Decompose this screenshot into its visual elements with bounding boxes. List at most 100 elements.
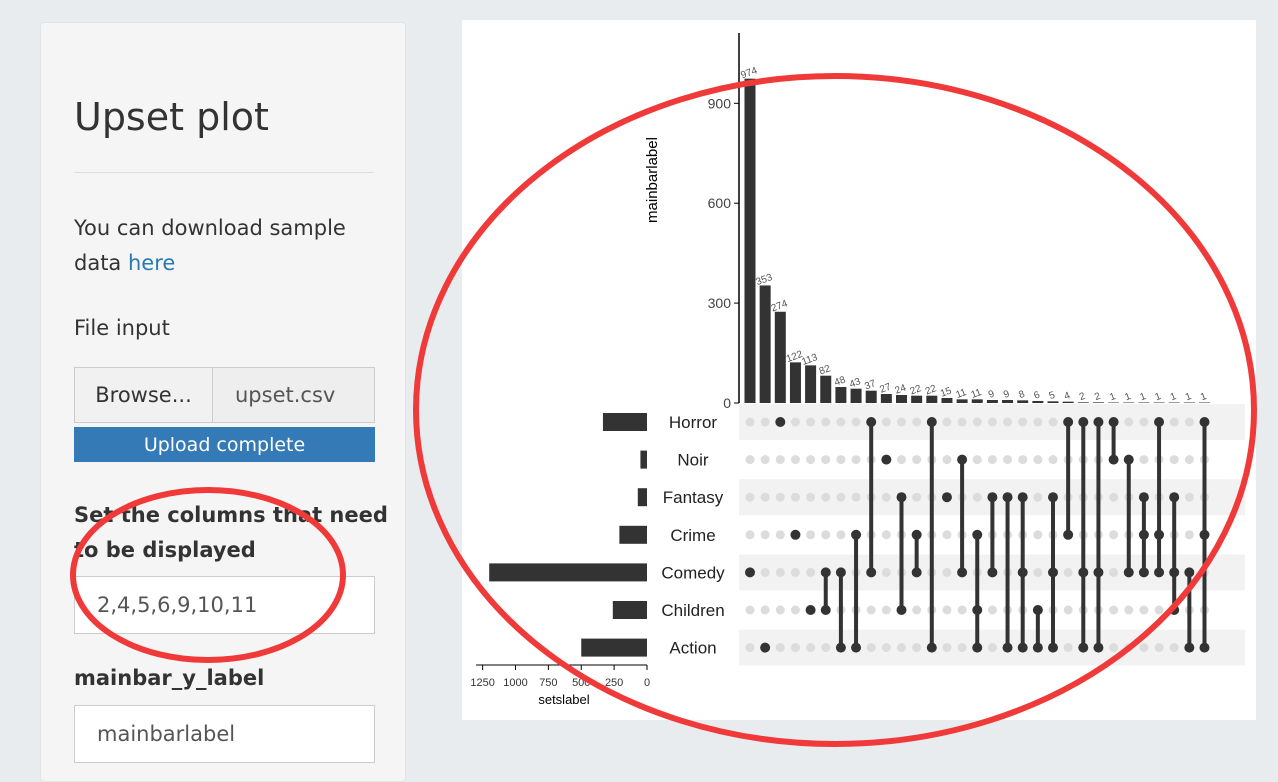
- matrix-dot-filled: [896, 605, 907, 615]
- matrix-dot-empty: [1169, 643, 1179, 653]
- matrix-dot-empty: [1139, 417, 1149, 427]
- intersection-bar-label: 11: [954, 387, 968, 401]
- matrix-dot-empty: [775, 455, 785, 465]
- matrix-dot-filled: [1078, 417, 1089, 427]
- mainbar-y-input[interactable]: mainbarlabel: [74, 705, 375, 763]
- matrix-dot-empty: [790, 417, 800, 427]
- set-name-label: Noir: [677, 451, 709, 470]
- matrix-dot-filled: [911, 567, 922, 578]
- sidebar-panel: Upset plot You can download sample data …: [40, 22, 406, 782]
- intersection-bar-label: 6: [1033, 389, 1042, 401]
- matrix-dot-empty: [897, 455, 906, 465]
- matrix-dot-empty: [745, 530, 755, 540]
- set-size-bar: [602, 413, 647, 431]
- matrix-dot-filled: [790, 529, 801, 540]
- matrix-dot-filled: [1063, 529, 1074, 540]
- intersection-bar-label: 1: [1108, 391, 1117, 403]
- matrix-dot-empty: [987, 417, 997, 427]
- matrix-dot-empty: [1033, 492, 1043, 502]
- matrix-dot-filled: [1154, 567, 1165, 578]
- set-name-label: Comedy: [661, 563, 725, 582]
- matrix-dot-empty: [745, 643, 755, 653]
- matrix-dot-filled: [1002, 642, 1013, 653]
- matrix-dot-empty: [821, 455, 831, 465]
- columns-input[interactable]: 2,4,5,6,9,10,11: [74, 576, 375, 634]
- matrix-dot-empty: [866, 605, 876, 615]
- matrix-dot-empty: [881, 492, 891, 502]
- matrix-dot-empty: [775, 567, 785, 577]
- matrix-dot-empty: [942, 567, 952, 577]
- matrix-dot-empty: [1169, 455, 1179, 465]
- browse-button[interactable]: Browse...: [74, 367, 213, 423]
- matrix-dot-empty: [1109, 643, 1119, 653]
- file-name-field: upset.csv: [212, 367, 375, 423]
- matrix-dot-filled: [1169, 605, 1180, 615]
- matrix-dot-empty: [1139, 605, 1149, 615]
- matrix-dot-empty: [1184, 455, 1194, 465]
- matrix-dot-empty: [1109, 492, 1119, 502]
- set-name-label: Action: [669, 639, 716, 658]
- matrix-dot-filled: [1093, 417, 1104, 427]
- intersection-bar-label: 1: [1199, 391, 1208, 403]
- intersection-bar: [789, 362, 801, 403]
- matrix-dot-empty: [972, 492, 982, 502]
- set-size-bar: [612, 601, 647, 619]
- download-text-line1: You can download sample: [74, 216, 346, 240]
- set-size-tick-label: 750: [539, 677, 557, 689]
- matrix-dot-filled: [1184, 642, 1195, 653]
- intersection-bar: [774, 311, 786, 403]
- upset-chart-svg: 0300600900mainbarlabel974353274122113824…: [470, 33, 1245, 707]
- matrix-dot-empty: [1139, 643, 1149, 653]
- set-size-axis-label: setslabel: [538, 692, 589, 707]
- matrix-dot-empty: [806, 567, 816, 577]
- intersection-bar-label: 1: [1123, 391, 1132, 403]
- matrix-dot-empty: [881, 567, 891, 577]
- matrix-dot-empty: [1063, 567, 1073, 577]
- matrix-dot-empty: [942, 530, 952, 540]
- matrix-dot-empty: [760, 455, 770, 465]
- matrix-dot-filled: [1199, 417, 1210, 427]
- matrix-dot-empty: [1033, 455, 1043, 465]
- matrix-dot-empty: [760, 605, 770, 615]
- download-link[interactable]: here: [128, 251, 176, 275]
- main-y-tick-label: 300: [708, 295, 732, 311]
- matrix-dot-filled: [926, 642, 937, 653]
- matrix-dot-empty: [821, 643, 831, 653]
- matrix-dot-filled: [1108, 454, 1119, 465]
- matrix-dot-empty: [1048, 417, 1058, 427]
- matrix-dot-filled: [1199, 529, 1210, 540]
- intersection-bar: [1017, 400, 1029, 403]
- matrix-dot-filled: [987, 492, 998, 503]
- set-size-bar: [489, 563, 647, 582]
- matrix-dot-filled: [1154, 417, 1165, 427]
- matrix-dot-empty: [806, 643, 816, 653]
- matrix-dot-empty: [1048, 455, 1058, 465]
- matrix-dot-filled: [851, 642, 862, 653]
- intersection-bar: [986, 400, 998, 403]
- matrix-dot-empty: [836, 455, 846, 465]
- matrix-dot-empty: [745, 455, 755, 465]
- matrix-dot-filled: [1017, 642, 1028, 653]
- set-size-tick-label: 500: [572, 677, 590, 689]
- intersection-bar-label: 48: [833, 374, 848, 388]
- matrix-dot-filled: [987, 567, 998, 578]
- matrix-dot-filled: [1093, 567, 1104, 578]
- intersection-bar-label: 2: [1093, 391, 1102, 403]
- main-y-tick-label: 600: [708, 195, 732, 211]
- matrix-dot-filled: [835, 567, 846, 578]
- matrix-dot-filled: [1169, 492, 1180, 503]
- matrix-dot-empty: [790, 643, 800, 653]
- matrix-dot-empty: [987, 605, 997, 615]
- file-input-label: File input: [74, 316, 170, 340]
- intersection-bar-label: 113: [800, 352, 819, 368]
- matrix-dot-empty: [912, 643, 922, 653]
- set-size-tick-label: 1000: [503, 677, 527, 689]
- intersection-bar: [835, 387, 847, 403]
- matrix-dot-empty: [1033, 530, 1043, 540]
- matrix-dot-filled: [866, 567, 877, 578]
- set-name-label: Fantasy: [663, 488, 724, 507]
- upload-progress-bar: Upload complete: [74, 427, 375, 462]
- set-size-tick-label: 0: [644, 677, 650, 689]
- matrix-dot-empty: [1139, 455, 1149, 465]
- matrix-dot-empty: [1124, 417, 1134, 427]
